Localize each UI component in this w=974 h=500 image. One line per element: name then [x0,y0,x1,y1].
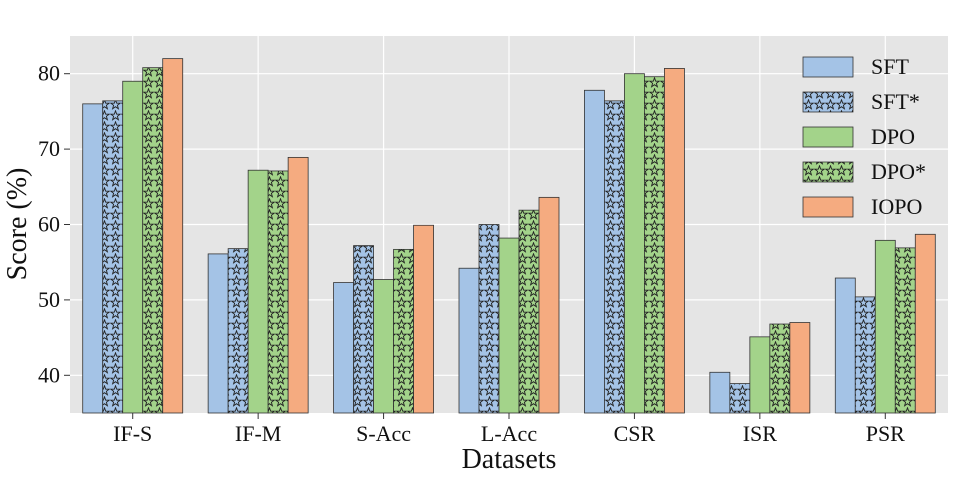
bar-hatch [855,296,876,413]
bar-hatch [729,383,750,413]
bar-hatch [102,100,123,414]
x-tick-label: S-Acc [356,421,411,446]
bar-dpo-isr [749,336,771,414]
bar-hatch [519,210,539,413]
bar-sft-psr [834,277,856,414]
bar-hatch [268,170,289,413]
bar-sft-l-acc [458,267,480,414]
legend-swatch [802,56,854,78]
y-axis-ticks: 40 50 60 70 80 [38,61,70,387]
bar-dpo-if-m [247,169,269,414]
bar-iopo-if-m [287,156,309,414]
y-tick-label: 40 [38,362,60,387]
bar-sft-s-acc [333,282,354,414]
bar-iopo-isr [789,322,811,414]
x-tick-label: CSR [614,421,656,446]
bar-hatch [644,76,665,413]
legend-label: IOPO [871,194,922,219]
bar-iopo-psr [914,233,936,414]
legend-swatch-hatch [803,92,853,112]
legend-swatch-hatch [803,162,853,182]
y-tick-label: 80 [38,61,60,86]
x-tick-label: L-Acc [481,421,537,446]
y-axis-label: Score (%) [2,168,33,281]
bars [82,58,936,414]
bar-hatch [479,224,499,413]
bar-sft-if-s [82,103,104,414]
y-tick-label: 50 [38,287,60,312]
x-axis-ticks: IF-S IF-M S-Acc L-Acc CSR ISR PSR [113,413,905,446]
legend-label: DPO [871,124,915,149]
bar-dpo-s-acc [373,279,394,414]
bar-iopo-if-s [162,58,184,414]
x-tick-label: ISR [743,421,778,446]
y-tick-label: 70 [38,136,60,161]
x-axis-label: Datasets [462,444,557,475]
bar-hatch [604,100,625,414]
legend-swatch [802,196,854,218]
legend: SFT SFT* DPO DPO* IOPO [802,54,926,219]
x-tick-label: PSR [866,421,905,446]
bar-sft-if-m [207,253,229,414]
bar-hatch [393,249,414,413]
x-tick-label: IF-S [113,421,152,446]
x-tick-label: IF-M [235,421,281,446]
bar-hatch [769,324,790,413]
bar-iopo-s-acc [413,224,434,414]
bar-sft-isr [709,371,731,414]
bar-dpo-if-s [122,80,144,414]
bar-hatch [353,245,374,413]
legend-label: SFT* [871,89,920,114]
bar-iopo-l-acc [538,196,560,414]
legend-swatch [802,126,854,148]
bar-hatch [142,67,163,413]
legend-label: DPO* [871,159,926,184]
bar-dpo-psr [874,239,896,414]
legend-label: SFT [871,54,909,79]
y-tick-label: 60 [38,212,60,237]
bar-hatch [895,247,916,413]
bar-sft-csr [584,89,605,414]
bar-iopo-csr [664,68,685,414]
bar-dpo-l-acc [498,237,520,414]
bar-hatch [228,248,249,413]
bar-dpo-csr [624,73,645,414]
